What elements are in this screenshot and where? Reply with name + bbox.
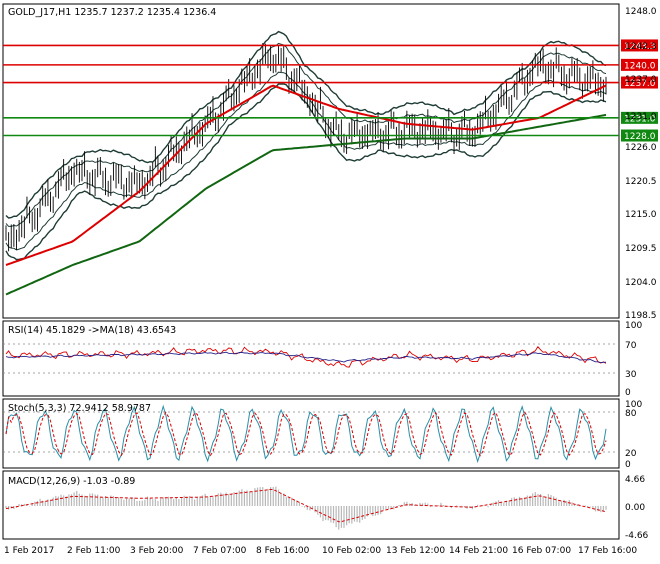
y-tick: 70 — [625, 341, 637, 351]
main-plot — [5, 30, 607, 296]
macd-signal-line — [5, 489, 607, 523]
y-tick: 1237.0 — [625, 75, 657, 85]
level-label: 1243.3 — [624, 42, 656, 52]
level-badge — [621, 111, 658, 124]
main-panel-title: GOLD_J17,H1 1235.7 1237.2 1235.4 1236.4 — [8, 7, 216, 18]
bollinger-band-line — [5, 71, 607, 251]
bollinger-band-line — [5, 42, 607, 227]
stoch-panel-title: Stoch(5,3,3) 72.9412 58.9787 — [8, 403, 151, 414]
level-badge — [621, 129, 658, 142]
y-tick: 0 — [625, 460, 631, 470]
y-tick: 1198.5 — [625, 311, 657, 321]
level-badge — [621, 39, 658, 52]
x-tick: 10 Feb 02:00 — [322, 546, 381, 556]
y-tick: 1231.0 — [625, 112, 657, 122]
y-tick: 0 — [625, 388, 631, 398]
x-tick: 3 Feb 20:00 — [130, 546, 184, 556]
y-tick: 1215.0 — [625, 210, 657, 220]
macd-y-axis: 4.66 0.00 -4.66 — [625, 475, 649, 541]
rsi-panel-frame — [2, 320, 620, 397]
y-tick: 20 — [625, 449, 637, 459]
x-tick: 17 Feb 16:00 — [578, 546, 637, 556]
y-tick: 100 — [625, 400, 642, 410]
level-label: 1240.0 — [624, 61, 656, 71]
x-tick: 14 Feb 21:00 — [449, 546, 508, 556]
y-tick: -4.66 — [625, 531, 649, 541]
x-tick: 7 Feb 07:00 — [193, 546, 247, 556]
stoch-main-line — [5, 404, 607, 464]
x-tick: 1 Feb 2017 — [4, 546, 54, 556]
level-badge — [621, 76, 658, 89]
y-tick: 0.00 — [625, 503, 645, 513]
level-label: 1231.0 — [624, 114, 656, 124]
stoch-signal-line — [5, 411, 607, 457]
rsi-plot — [5, 346, 607, 368]
main-y-axis: 1248.0 1242.3 1237.0 1231.0 1226.0 1220.… — [625, 7, 657, 321]
y-tick: 100 — [625, 321, 642, 331]
level-badge — [621, 58, 658, 71]
x-tick: 2 Feb 11:00 — [67, 546, 121, 556]
stoch-y-axis: 100 80 20 0 — [625, 400, 642, 470]
y-tick: 80 — [625, 409, 637, 419]
y-tick: 1226.0 — [625, 143, 657, 153]
rsi-panel-title: RSI(14) 45.1829 ->MA(18) 43.6543 — [8, 325, 176, 336]
ma-green-line — [5, 113, 607, 296]
y-tick: 1204.0 — [625, 278, 657, 288]
x-tick: 8 Feb 16:00 — [256, 546, 310, 556]
level-label: 1237.0 — [624, 79, 656, 89]
x-axis: 1 Feb 2017 2 Feb 11:00 3 Feb 20:00 7 Feb… — [4, 546, 637, 556]
bollinger-band-line — [5, 30, 607, 219]
y-tick: 1248.0 — [625, 7, 657, 17]
rsi-ma-line — [5, 351, 607, 364]
x-tick: 13 Feb 12:00 — [386, 546, 445, 556]
x-tick: 16 Feb 07:00 — [512, 546, 571, 556]
ma-red-line — [5, 84, 607, 266]
level-label: 1228.0 — [624, 132, 656, 142]
y-tick: 30 — [625, 370, 637, 380]
y-tick: 4.66 — [625, 475, 645, 485]
y-tick: 1220.5 — [625, 177, 657, 187]
y-tick: 1209.5 — [625, 244, 657, 254]
main-panel-frame — [2, 3, 620, 319]
level-lines: 1243.3 1240.0 1237.0 1231.0 1228.0 — [3, 39, 658, 142]
rsi-y-axis: 100 70 30 0 — [625, 321, 642, 398]
stoch-plot — [5, 404, 607, 464]
macd-panel-title: MACD(12,26,9) -1.03 -0.89 — [8, 476, 135, 487]
macd-plot — [5, 486, 607, 530]
y-tick: 1242.3 — [625, 42, 657, 52]
